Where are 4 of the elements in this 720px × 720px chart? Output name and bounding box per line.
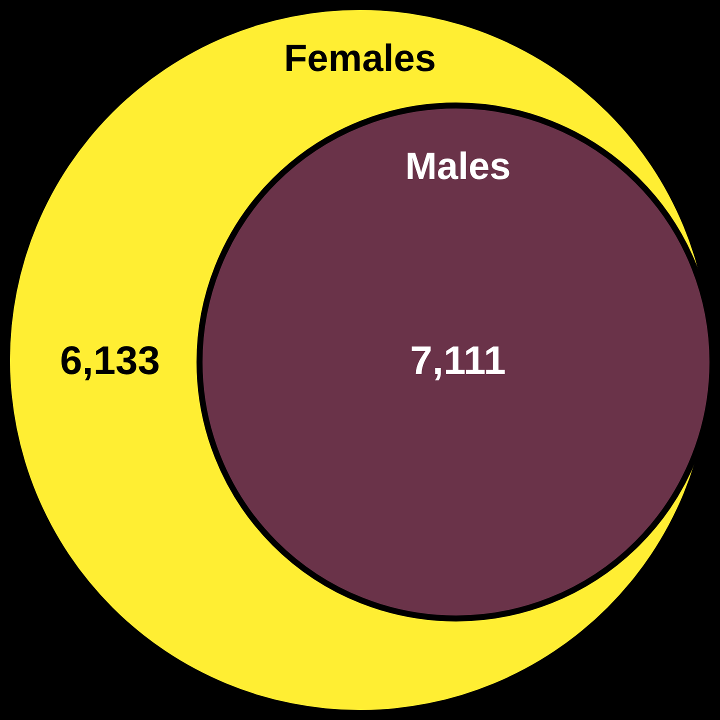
category-label: Males <box>405 146 511 188</box>
category-label: Females <box>284 38 436 80</box>
data-label: 6,133 <box>60 339 160 383</box>
data-label: 7,111 <box>410 339 506 383</box>
